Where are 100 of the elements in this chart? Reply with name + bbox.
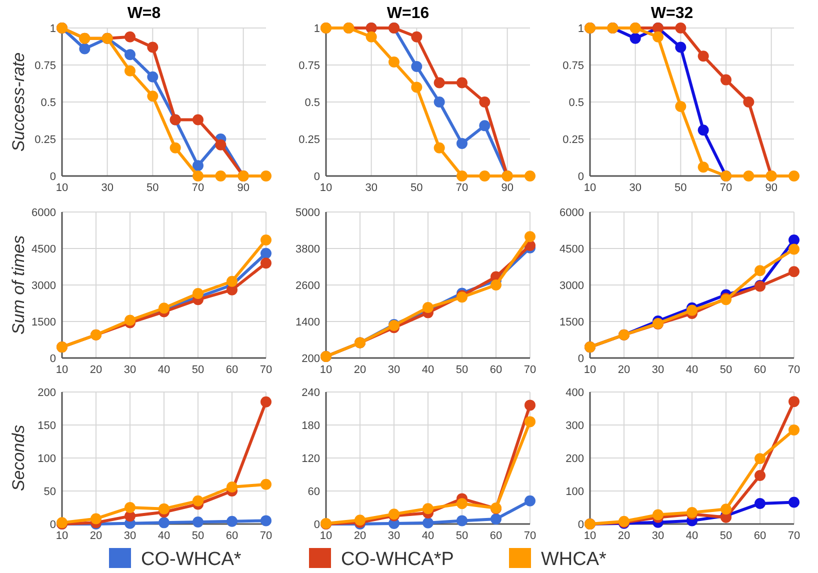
- point: [754, 498, 766, 510]
- y-axis-title: Success-rate: [9, 52, 28, 152]
- x-tick-label: 70: [524, 364, 536, 376]
- y-tick-label: 4500: [560, 244, 584, 256]
- point: [720, 504, 732, 515]
- x-tick-label: 60: [490, 364, 502, 376]
- y-tick-label: 3800: [296, 244, 320, 256]
- point: [147, 90, 158, 102]
- point: [422, 517, 434, 528]
- point: [479, 120, 490, 132]
- point: [456, 498, 468, 510]
- x-tick-label: 60: [754, 530, 766, 542]
- point: [754, 470, 766, 481]
- y-tick-label: 200: [566, 453, 584, 465]
- y-tick-label: 400: [566, 387, 584, 399]
- y-tick-label: 150: [38, 420, 56, 432]
- point: [479, 170, 490, 182]
- point: [788, 170, 800, 182]
- y-tick-label: 0.75: [34, 60, 56, 72]
- x-tick-label: 70: [720, 182, 732, 194]
- x-tick-label: 70: [456, 182, 468, 194]
- y-tick-label: 240: [302, 387, 320, 399]
- point: [490, 514, 502, 525]
- point: [788, 234, 800, 246]
- y-tick-label: 0: [314, 519, 320, 531]
- point: [788, 496, 800, 508]
- x-tick-label: 20: [90, 364, 102, 376]
- point: [456, 77, 468, 88]
- point: [226, 482, 238, 493]
- x-tick-label: 50: [192, 364, 204, 376]
- x-tick-label: 10: [320, 530, 332, 542]
- point: [675, 22, 686, 34]
- x-tick-label: 20: [618, 530, 630, 542]
- point: [456, 170, 468, 182]
- x-tick-label: 30: [652, 364, 664, 376]
- x-tick-label: 10: [56, 364, 68, 376]
- y-tick-label: 0.5: [568, 97, 584, 109]
- y-tick-label: 300: [566, 420, 584, 432]
- y-tick-label: 50: [44, 486, 56, 498]
- x-tick-label: 30: [629, 182, 642, 194]
- y-tick-label: 4500: [32, 244, 56, 256]
- point: [124, 502, 136, 513]
- y-tick-label: 0: [578, 171, 584, 183]
- point: [158, 503, 170, 514]
- x-tick-label: 60: [490, 530, 502, 542]
- x-tick-label: 60: [226, 364, 238, 376]
- point: [260, 396, 272, 408]
- x-tick-label: 10: [56, 182, 68, 194]
- y-tick-label: 180: [302, 420, 320, 432]
- chart-title: W=32: [650, 5, 694, 22]
- point: [652, 31, 664, 42]
- point: [226, 516, 238, 527]
- y-tick-label: 1: [50, 23, 56, 35]
- y-tick-label: 100: [38, 453, 56, 465]
- x-tick-label: 10: [584, 530, 596, 542]
- x-tick-label: 20: [618, 364, 630, 376]
- x-tick-label: 90: [237, 182, 250, 194]
- x-tick-label: 30: [388, 364, 400, 376]
- point: [192, 288, 204, 300]
- point: [260, 170, 272, 182]
- x-tick-label: 50: [146, 182, 159, 194]
- x-tick-label: 30: [365, 182, 378, 194]
- y-tick-label: 6000: [560, 207, 584, 219]
- x-tick-label: 70: [788, 530, 800, 542]
- point: [226, 276, 238, 287]
- legend-label: WHCA*: [541, 549, 608, 570]
- y-tick-label: 200: [302, 353, 320, 365]
- x-tick-label: 70: [260, 364, 272, 376]
- x-tick-label: 30: [124, 530, 136, 542]
- x-tick-label: 30: [652, 530, 664, 542]
- x-tick-label: 50: [456, 530, 468, 542]
- point: [260, 234, 272, 246]
- point: [490, 280, 502, 290]
- x-tick-label: 30: [101, 182, 114, 194]
- x-tick-label: 40: [158, 364, 170, 376]
- point: [124, 31, 136, 42]
- point: [698, 124, 709, 136]
- point: [366, 31, 377, 42]
- x-tick-label: 70: [788, 364, 800, 376]
- y-tick-label: 0.75: [298, 60, 320, 72]
- point: [192, 516, 204, 528]
- point: [422, 503, 434, 514]
- x-tick-label: 30: [388, 530, 400, 542]
- y-tick-label: 6000: [32, 207, 56, 219]
- x-tick-label: 70: [260, 530, 272, 542]
- point: [260, 248, 272, 259]
- y-axis-title: Seconds: [9, 424, 28, 492]
- y-tick-label: 1: [314, 23, 320, 35]
- point: [192, 114, 204, 126]
- y-tick-label: 5000: [296, 207, 320, 219]
- x-tick-label: 30: [124, 364, 136, 376]
- y-tick-label: 0: [314, 171, 320, 183]
- x-tick-label: 90: [765, 182, 778, 194]
- x-tick-label: 10: [56, 530, 68, 542]
- legend-label: CO-WHCA*P: [341, 549, 454, 570]
- x-tick-label: 20: [90, 530, 102, 542]
- x-tick-label: 10: [584, 364, 596, 376]
- x-tick-label: 50: [720, 364, 732, 376]
- point: [260, 515, 272, 526]
- x-tick-label: 90: [501, 182, 514, 194]
